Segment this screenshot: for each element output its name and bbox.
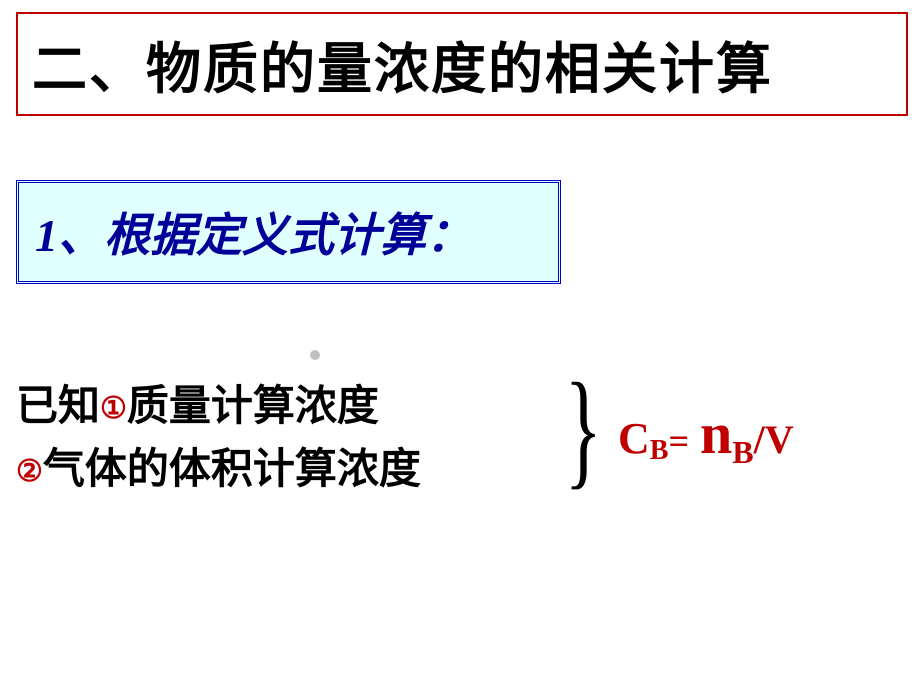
- formula: CB= nB/V: [618, 400, 794, 471]
- formula-sub-b: B: [650, 435, 669, 466]
- formula-n: n: [700, 401, 732, 466]
- circle-number-1: ①: [100, 386, 127, 431]
- subtitle-box: 1、根据定义式计算：: [16, 180, 561, 284]
- subtitle-text: 1、根据定义式计算：: [35, 199, 542, 265]
- content-block: 已知①质量计算浓度 ②气体的体积计算浓度: [16, 376, 421, 502]
- title-text: 二、物质的量浓度的相关计算: [32, 24, 892, 104]
- brace-symbol: }: [564, 364, 601, 494]
- formula-c: C: [618, 414, 650, 463]
- formula-slash: /: [754, 417, 765, 462]
- formula-equals: =: [668, 421, 689, 461]
- circle-number-2: ②: [16, 449, 43, 494]
- subtitle-label: 、根据定义式计算：: [58, 210, 472, 261]
- content-line-2: ②气体的体积计算浓度: [16, 439, 421, 502]
- decorative-dot: [310, 350, 320, 360]
- content-prefix: 已知: [16, 384, 100, 430]
- subtitle-number: 1: [35, 210, 58, 261]
- formula-v: V: [765, 417, 794, 462]
- content-line-1: 已知①质量计算浓度: [16, 376, 421, 439]
- formula-sub-b2: B: [732, 434, 753, 470]
- title-box: 二、物质的量浓度的相关计算: [16, 12, 908, 116]
- content-text-2: 气体的体积计算浓度: [43, 447, 421, 493]
- content-text-1: 质量计算浓度: [127, 384, 379, 430]
